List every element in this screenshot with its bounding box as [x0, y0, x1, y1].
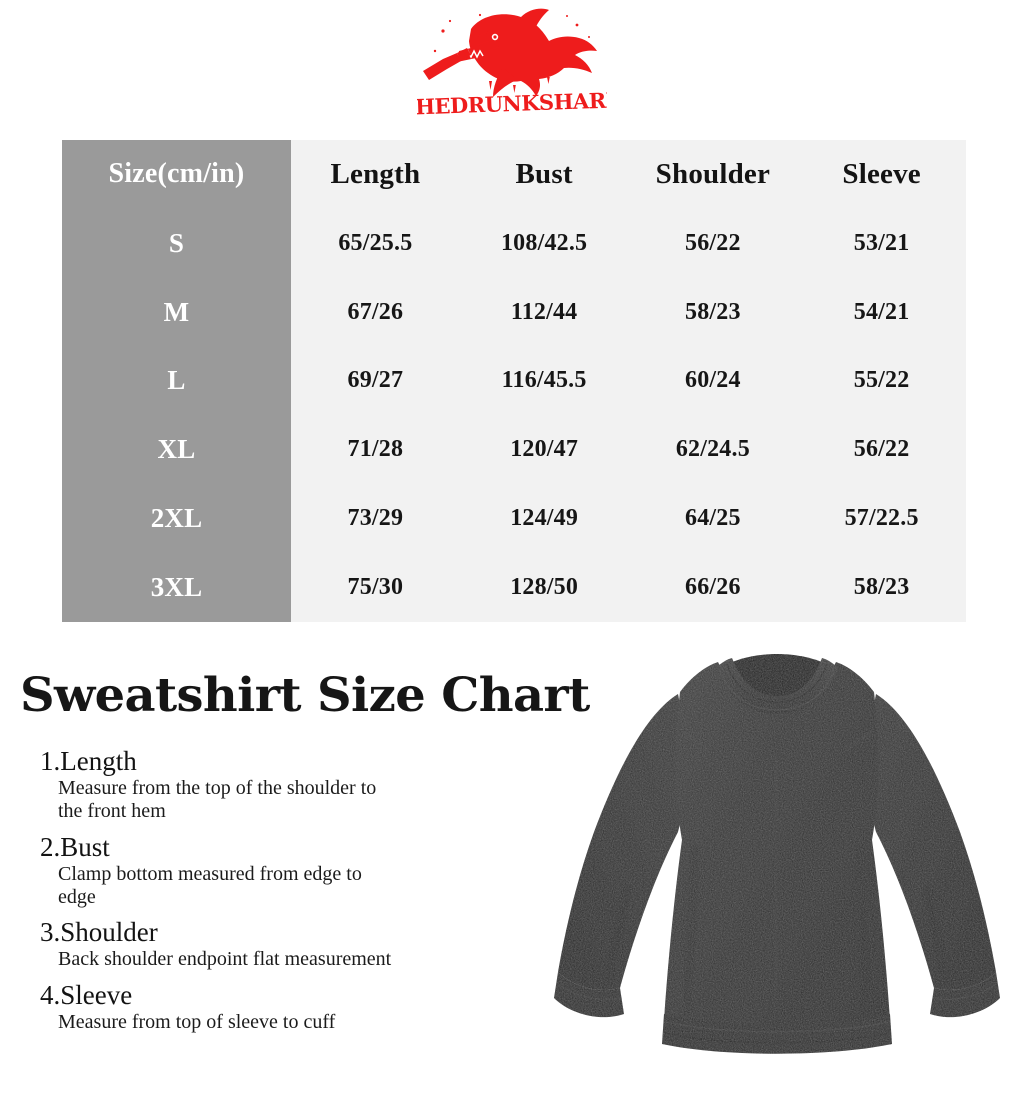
- instruction-heading: 3.Shoulder: [40, 917, 158, 948]
- size-table: Size(cm/in) Length Bust Shoulder Sleeve …: [62, 140, 966, 622]
- table-row: 65/25.5: [338, 229, 413, 256]
- table-header-bust: Bust: [515, 157, 573, 190]
- table-row: 58/23: [853, 574, 910, 601]
- table-row: 55/22: [853, 367, 910, 394]
- table-row: L: [62, 346, 291, 416]
- table-row: 56/22: [853, 436, 910, 463]
- table-row: 2XL: [62, 484, 291, 554]
- table-row: 56/22: [685, 229, 741, 256]
- table-row: M: [62, 277, 291, 347]
- instruction-item-bust: 2.Bust Clamp bottom measured from edge t…: [40, 832, 540, 910]
- black-crewneck-sweatshirt-illustration: [554, 654, 1000, 1054]
- instruction-description: Measure from the top of the shoulder to …: [58, 777, 377, 823]
- table-row: 54/21: [853, 298, 910, 325]
- page-title: Sweatshirt Size Chart: [20, 668, 590, 723]
- table-row: 73/29: [347, 505, 404, 532]
- table-row: 58/23: [685, 298, 741, 325]
- table-row: 67/26: [347, 298, 404, 325]
- instruction-heading: 2.Bust: [40, 831, 110, 862]
- table-row: 71/28: [347, 436, 404, 463]
- table-header-shoulder: Shoulder: [655, 157, 771, 190]
- instruction-item-shoulder: 3.Shoulder Back shoulder endpoint flat m…: [40, 917, 540, 971]
- table-header-sleeve: Sleeve: [842, 157, 921, 190]
- instruction-item-sleeve: 4.Sleeve Measure from top of sleeve to c…: [40, 980, 540, 1034]
- table-header-size: Size(cm/in): [62, 140, 291, 209]
- table-row: 64/25: [685, 505, 741, 532]
- table-row: 60/24: [685, 367, 741, 394]
- table-row: 57/22.5: [844, 505, 919, 532]
- table-row: 112/44: [510, 298, 578, 325]
- table-row: XL: [62, 415, 291, 485]
- instruction-description: Back shoulder endpoint flat measurement: [58, 948, 392, 971]
- table-row: S: [62, 208, 291, 278]
- table-row: 53/21: [853, 229, 910, 256]
- product-image: [528, 636, 1024, 1103]
- instruction-description: Clamp bottom measured from edge to edge: [58, 862, 362, 909]
- table-row: 120/47: [510, 436, 579, 463]
- instruction-item-length: 1.Length Measure from the top of the sho…: [40, 746, 540, 824]
- instruction-heading: 1.Length: [40, 746, 137, 776]
- table-row: 3XL: [62, 553, 291, 622]
- measurement-instructions: 1.Length Measure from the top of the sho…: [40, 746, 540, 1042]
- table-row: 66/26: [685, 574, 741, 601]
- shark-logo-icon: THEDRUNKSHARK: [417, 8, 607, 119]
- table-row: 128/50: [510, 574, 579, 601]
- brand-wordmark: THEDRUNKSHARK: [417, 87, 607, 119]
- table-row: 62/24.5: [675, 436, 750, 463]
- table-row: 75/30: [347, 574, 404, 601]
- brand-logo: THEDRUNKSHARK: [0, 4, 1024, 122]
- table-row: 124/49: [510, 505, 579, 532]
- instruction-description: Measure from top of sleeve to cuff: [58, 1010, 336, 1033]
- table-row: 69/27: [347, 367, 404, 394]
- table-header-length: Length: [330, 157, 421, 190]
- table-row: 116/45.5: [501, 367, 587, 394]
- table-row: 108/42.5: [500, 229, 588, 256]
- instruction-heading: 4.Sleeve: [40, 979, 133, 1010]
